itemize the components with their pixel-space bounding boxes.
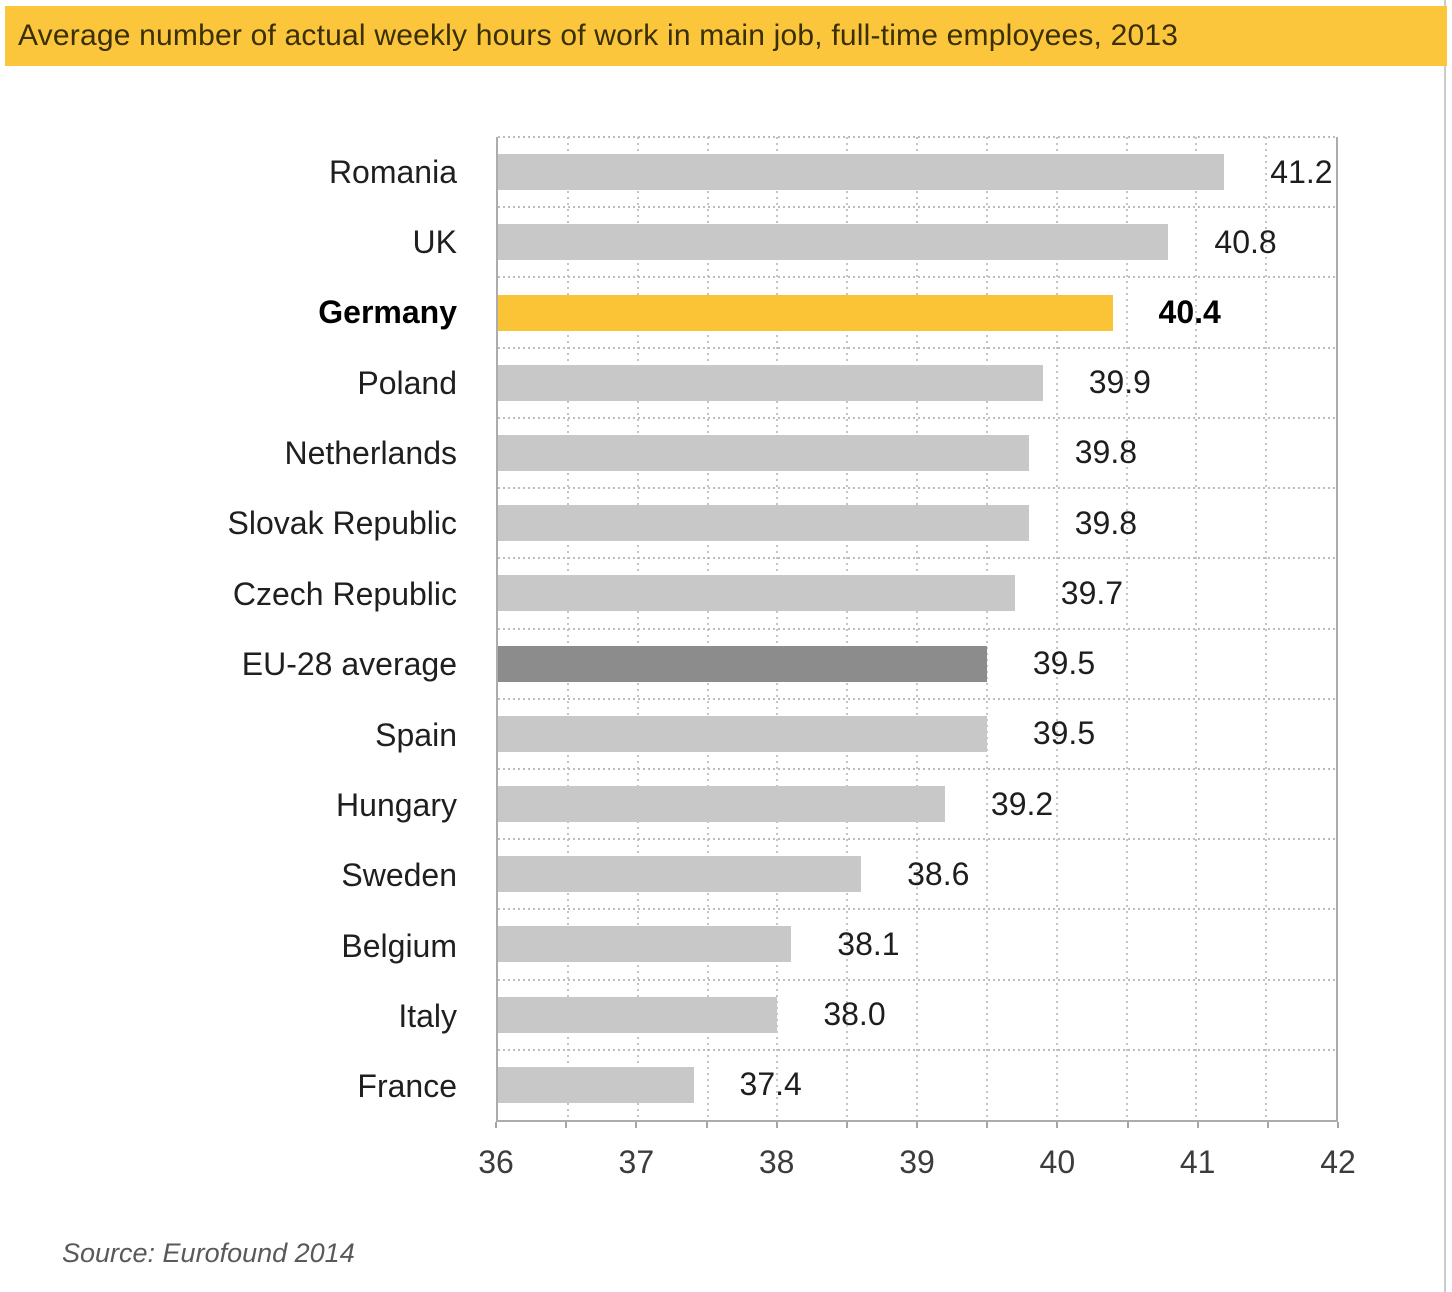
bar-value-label: 39.2 (990, 785, 1054, 822)
bar-row: 39.9 (498, 348, 1336, 418)
row-separator (498, 416, 1336, 419)
bar-belgium (498, 926, 792, 963)
axis-tick-label: 42 (1320, 1144, 1356, 1180)
bar-value-label: 39.8 (1074, 434, 1137, 471)
axis-tick-label: 41 (1179, 1144, 1216, 1180)
axis-tick (565, 1122, 568, 1128)
row-separator (498, 697, 1336, 700)
bar-hungary (498, 786, 945, 823)
figure-right-border (1444, 0, 1446, 1292)
bar-row: 39.5 (498, 699, 1336, 769)
bar-romania (498, 154, 1225, 191)
row-separator (498, 557, 1336, 560)
bar-value-label: 40.4 (1158, 294, 1221, 331)
bar-uk (498, 224, 1169, 261)
axis-tick (1266, 1122, 1269, 1128)
category-label: Slovak Republic (227, 505, 457, 542)
row-separator (498, 487, 1336, 490)
category-axis: Romania UK Germany Poland Netherlands Slovak … (0, 137, 457, 1122)
bar-poland (498, 364, 1043, 401)
bar-row: 39.7 (498, 558, 1336, 628)
bar-value-label: 39.8 (1074, 504, 1137, 541)
bar-row: 40.4 (498, 277, 1336, 347)
bar-row: 39.5 (498, 629, 1336, 699)
bar-france (498, 1066, 694, 1103)
axis-tick-label: 39 (899, 1144, 935, 1180)
bar-italy (498, 996, 778, 1033)
row-separator (498, 346, 1336, 349)
category-label: Netherlands (284, 435, 457, 472)
row-separator (498, 767, 1336, 770)
bar-row: 38.0 (498, 980, 1336, 1050)
category-label: France (357, 1068, 457, 1105)
x-axis-labels: 36 37 38 39 40 41 42 (478, 1144, 1356, 1184)
axis-tick-label: 40 (1039, 1144, 1076, 1180)
bar-row: 39.2 (498, 769, 1336, 839)
category-label: UK (412, 224, 457, 261)
bar-value-label: 38.6 (907, 855, 970, 892)
bar-value-label: 39.5 (1032, 645, 1096, 682)
row-separator (498, 908, 1336, 911)
bar-row: 39.8 (498, 418, 1336, 488)
category-label: Italy (398, 997, 457, 1034)
axis-tick (916, 1122, 918, 1128)
row-separator (498, 1048, 1336, 1051)
category-label: Germany (318, 294, 457, 331)
plot-area: 41.2 40.8 40.4 39.9 39.8 39.8 39.7 39.5 39.5 39.2… (496, 136, 1338, 1122)
row-separator (498, 136, 1336, 138)
category-label: EU-28 average (241, 646, 457, 683)
category-label: Romania (328, 153, 457, 190)
row-separator (498, 978, 1336, 981)
chart-title: Average number of actual weekly hours of… (18, 19, 1179, 52)
bar-row: 41.2 (498, 137, 1336, 207)
bar-eu-28-average (498, 645, 987, 682)
bar-value-label: 38.1 (837, 925, 900, 962)
axis-tick (635, 1122, 638, 1128)
axis-tick-label: 36 (478, 1144, 514, 1180)
bar-germany (498, 294, 1113, 331)
bar-sweden (498, 856, 862, 893)
bar-value-label: 41.2 (1270, 153, 1333, 190)
bar-row: 38.1 (498, 909, 1336, 979)
axis-tick (1196, 1122, 1199, 1128)
bar-value-label: 40.8 (1214, 223, 1277, 260)
axis-tick (1056, 1122, 1059, 1128)
axis-tick (705, 1122, 708, 1128)
x-axis-ticks (495, 1122, 1339, 1130)
row-separator (498, 206, 1336, 209)
axis-tick (845, 1122, 848, 1128)
category-label: Poland (357, 364, 457, 401)
bar-row: 39.8 (498, 488, 1336, 558)
title-banner: Average number of actual weekly hours of… (5, 6, 1447, 66)
bar-row: 38.6 (498, 839, 1336, 909)
axis-tick (775, 1122, 778, 1128)
bar-value-label: 39.9 (1088, 364, 1151, 401)
axis-tick-label: 37 (618, 1144, 655, 1180)
bar-netherlands (498, 434, 1029, 471)
row-separator (498, 838, 1336, 841)
axis-tick (495, 1122, 497, 1128)
bar-value-label: 37.4 (739, 1066, 802, 1103)
source-note: Source: Eurofound 2014 (62, 1238, 355, 1268)
bar-czech-republic (498, 575, 1015, 612)
bar-row: 37.4 (498, 1050, 1336, 1120)
bar-value-label: 39.5 (1032, 715, 1096, 752)
bar-value-label: 39.7 (1060, 574, 1124, 611)
category-label: Czech Republic (232, 575, 457, 612)
category-label: Hungary (336, 786, 457, 823)
axis-tick (1126, 1122, 1129, 1128)
bar-spain (498, 715, 987, 752)
axis-tick (986, 1122, 989, 1128)
axis-tick-label: 38 (758, 1144, 795, 1180)
bar-slovak-republic (498, 505, 1029, 542)
bar-row: 40.8 (498, 207, 1336, 277)
bar-value-label: 38.0 (823, 996, 886, 1033)
axis-tick (1337, 1122, 1339, 1128)
row-separator (498, 627, 1336, 630)
row-separator (498, 276, 1336, 279)
category-label: Belgium (341, 927, 457, 964)
category-label: Sweden (341, 857, 457, 894)
category-label: Spain (375, 716, 457, 753)
